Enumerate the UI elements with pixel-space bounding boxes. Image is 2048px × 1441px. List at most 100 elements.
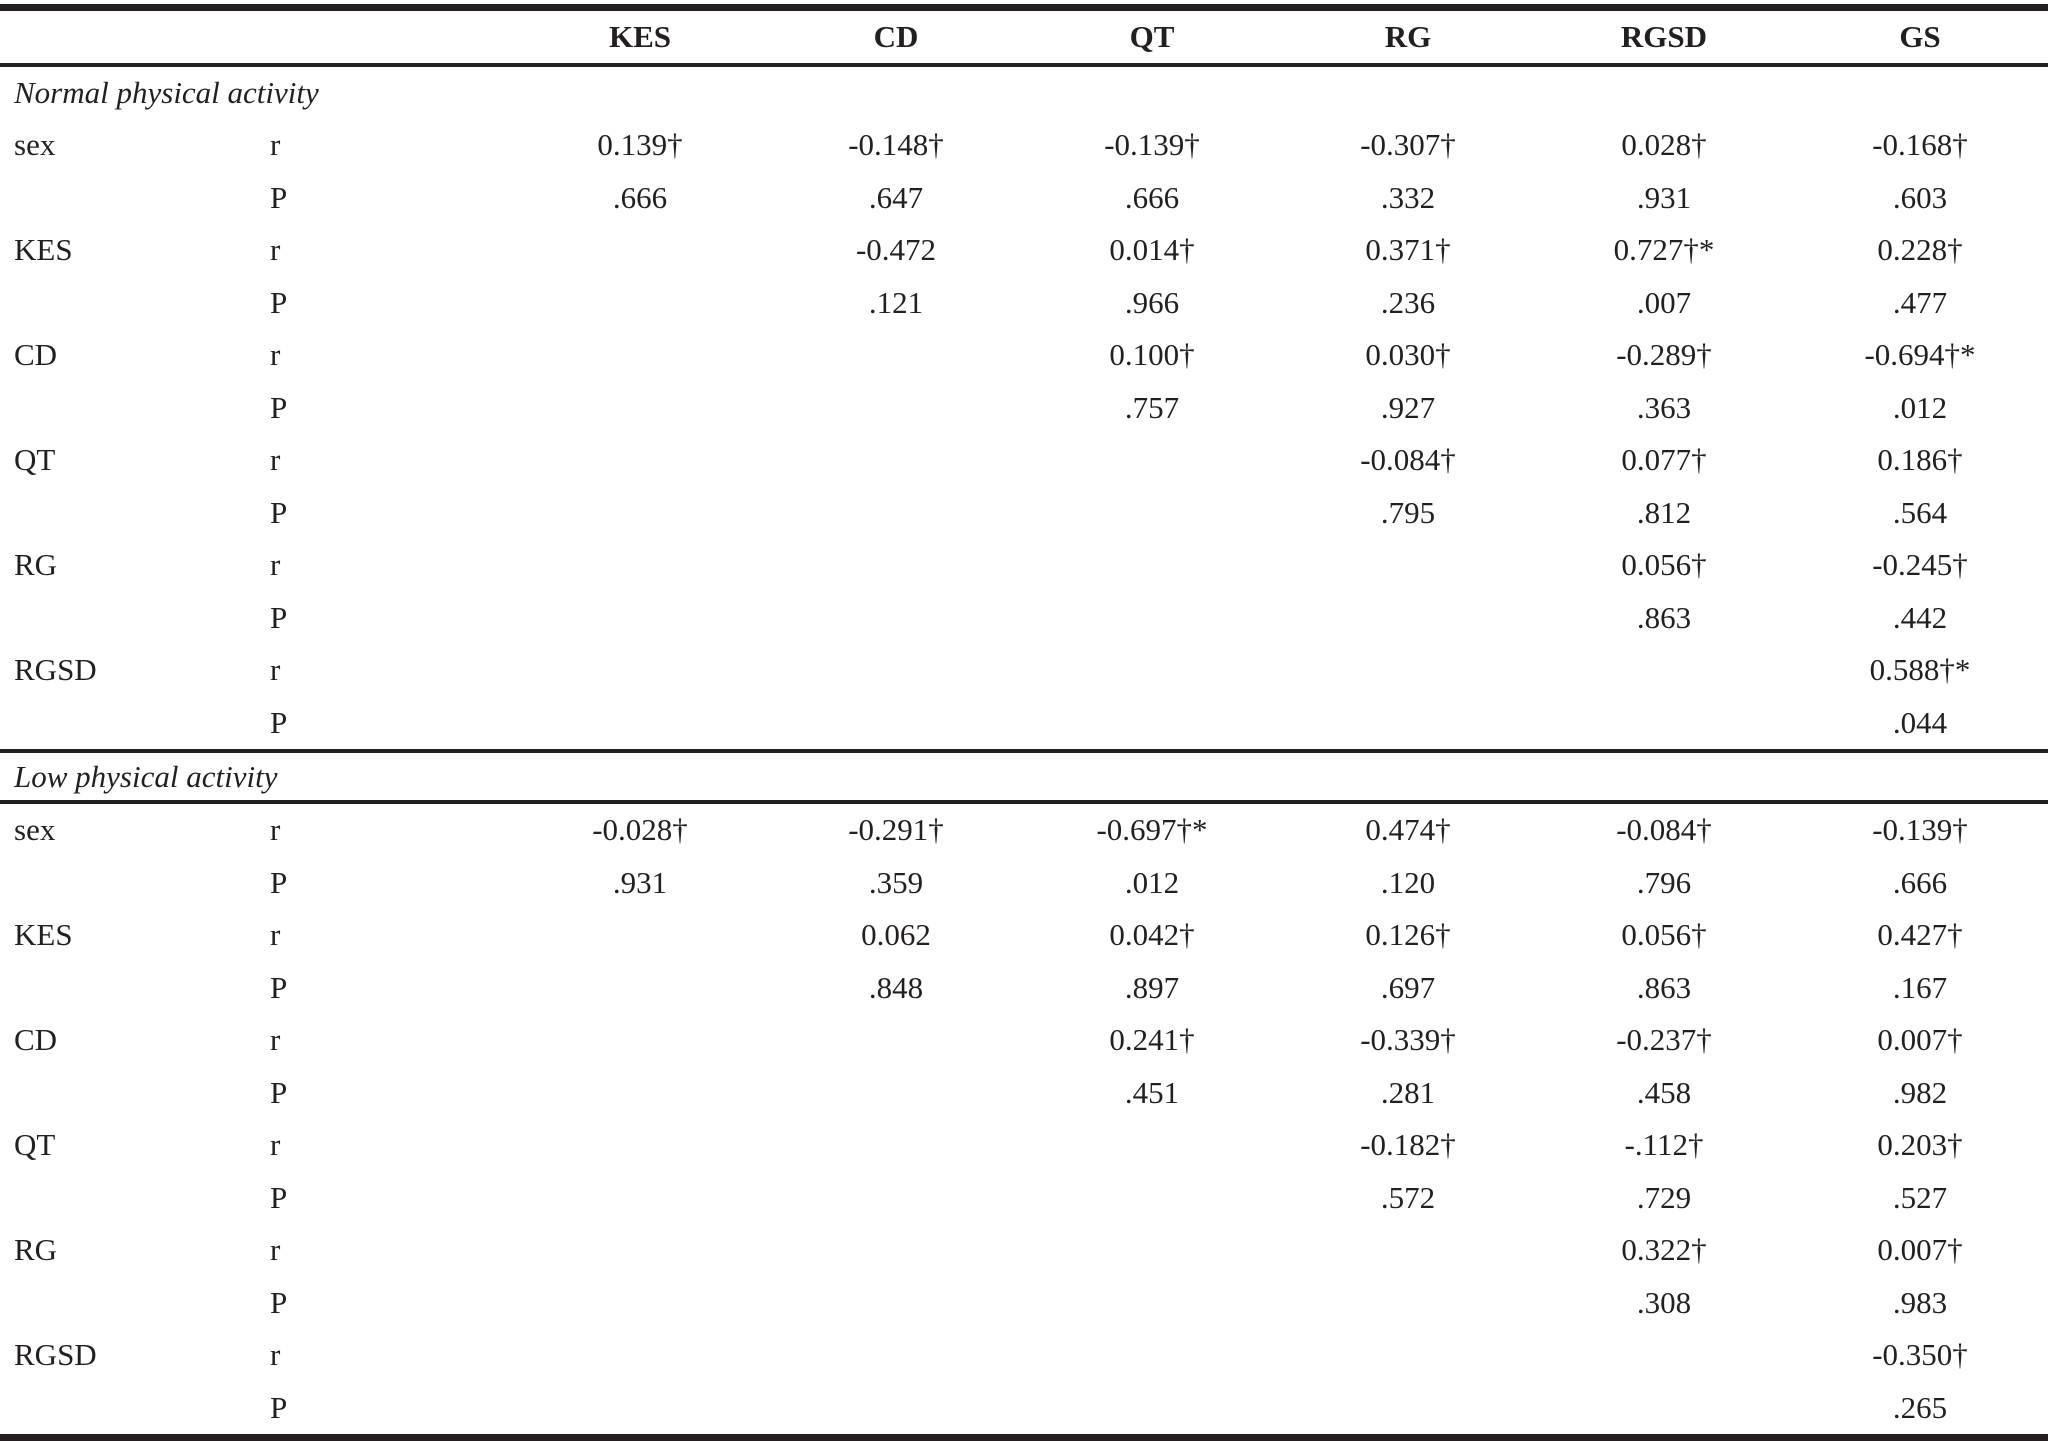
table-cell: .265 <box>1792 1381 2048 1441</box>
table-cell: 0.056† <box>1621 547 1707 583</box>
table-cell: -0.697†* <box>1096 812 1208 848</box>
header-cell-statistic <box>256 4 512 67</box>
table-cell: .931 <box>1636 179 1692 215</box>
row-variable-label <box>0 697 256 752</box>
header-row: KES CD QT RG RGSD GS <box>0 4 2048 67</box>
table-cell: 0.126† <box>1365 917 1451 953</box>
table-row: sex r -0.028† -0.291† -0.697†* 0.474† -0.084† -… <box>0 802 2048 857</box>
table-cell <box>1024 1381 1280 1441</box>
table-cell: .308 <box>1636 1284 1692 1320</box>
table-row: P .757 .927 .363 .012 <box>0 382 2048 435</box>
table-cell <box>512 329 768 382</box>
table-cell <box>768 644 1024 697</box>
header-cell-kes: KES <box>512 4 768 67</box>
table-cell: .982 <box>1892 1074 1948 1110</box>
table-cell: 0.007† <box>1877 1232 1963 1268</box>
table-cell <box>1280 592 1536 645</box>
row-statistic-label: P <box>270 1074 288 1110</box>
row-variable-label: RG <box>14 1232 58 1268</box>
table-cell <box>512 224 768 277</box>
row-statistic-label: r <box>270 232 281 268</box>
table-cell: 0.427† <box>1877 917 1963 953</box>
table-cell <box>1024 1224 1280 1277</box>
table-cell <box>512 1119 768 1172</box>
row-statistic-label: r <box>270 442 281 478</box>
table-cell <box>512 962 768 1015</box>
table-cell: .697 <box>1380 969 1436 1005</box>
table-cell: -0.291† <box>848 812 944 848</box>
table-cell: 0.100† <box>1109 337 1195 373</box>
table-row: P .572 .729 .527 <box>0 1172 2048 1225</box>
row-variable-label <box>0 277 256 330</box>
table-cell: .966 <box>1124 284 1180 320</box>
row-statistic-label: P <box>270 1284 288 1320</box>
table-cell: 0.007† <box>1877 1022 1963 1058</box>
table-row: QT r -0.084† 0.077† 0.186† <box>0 434 2048 487</box>
table-cell: .477 <box>1892 284 1948 320</box>
row-variable-label: RG <box>14 547 58 583</box>
table-cell <box>1024 1329 1280 1382</box>
table-cell: 0.139† <box>597 127 683 163</box>
row-variable-label: RGSD <box>14 652 97 688</box>
table-cell: .012 <box>1892 389 1948 425</box>
table-cell <box>768 1172 1024 1225</box>
row-variable-label <box>0 487 256 540</box>
table-cell <box>1024 487 1280 540</box>
table-cell <box>768 592 1024 645</box>
table-cell: .897 <box>1124 969 1180 1005</box>
table-cell <box>512 382 768 435</box>
table-cell: -0.339† <box>1360 1022 1456 1058</box>
table-cell <box>768 697 1024 752</box>
table-cell: 0.062 <box>861 917 931 953</box>
table-cell: .863 <box>1636 969 1692 1005</box>
table-cell: 0.042† <box>1109 917 1195 953</box>
table-cell: .359 <box>868 864 924 900</box>
row-variable-label: CD <box>14 337 58 373</box>
table-cell <box>1024 434 1280 487</box>
table-cell <box>512 909 768 962</box>
header-cell-qt: QT <box>1024 4 1280 67</box>
row-variable-label <box>0 1381 256 1441</box>
row-variable-label: KES <box>14 232 73 268</box>
table-cell: .332 <box>1380 179 1436 215</box>
row-statistic-label: r <box>270 1127 281 1163</box>
section-title: Low physical activity <box>0 749 2048 804</box>
table-cell: -0.028† <box>592 812 688 848</box>
table-row: sex r 0.139† -0.148† -0.139† -0.307† 0.028† -0.… <box>0 119 2048 172</box>
row-statistic-label: P <box>270 1179 288 1215</box>
table-row: P .666 .647 .666 .332 .931 .603 <box>0 172 2048 225</box>
row-statistic-label: P <box>256 1381 512 1441</box>
table-cell: 0.028† <box>1621 127 1707 163</box>
table-cell <box>768 1067 1024 1120</box>
table-cell <box>1024 539 1280 592</box>
row-statistic-label: r <box>270 652 281 688</box>
row-variable-label: CD <box>14 1022 58 1058</box>
table-cell: .167 <box>1892 969 1948 1005</box>
header-cell-rg: RG <box>1280 4 1536 67</box>
table-row: KES r -0.472 0.014† 0.371† 0.727†* 0.228† <box>0 224 2048 277</box>
section-header-row: Low physical activity <box>0 749 2048 804</box>
table-row: P .931 .359 .012 .120 .796 .666 <box>0 857 2048 910</box>
table-cell: -0.694†* <box>1864 337 1976 373</box>
table-row: P .265 <box>0 1381 2048 1441</box>
table-cell: .666 <box>1124 179 1180 215</box>
table-cell <box>512 644 768 697</box>
table-cell: .363 <box>1636 389 1692 425</box>
table-cell <box>1024 1172 1280 1225</box>
table-cell: .796 <box>1636 864 1692 900</box>
table-cell <box>768 1381 1024 1441</box>
table-cell: 0.186† <box>1877 442 1963 478</box>
row-variable-label <box>0 1172 256 1225</box>
table-cell <box>1024 644 1280 697</box>
row-statistic-label: r <box>270 1337 281 1373</box>
table-row: RG r 0.056† -0.245† <box>0 539 2048 592</box>
row-statistic-label: P <box>270 494 288 530</box>
table-cell <box>512 434 768 487</box>
table-cell <box>512 1014 768 1067</box>
table-cell: 0.588†* <box>1869 652 1971 688</box>
table-cell: .121 <box>868 284 924 320</box>
row-variable-label: sex <box>14 812 56 848</box>
table-cell: .812 <box>1636 494 1692 530</box>
row-statistic-label: P <box>270 969 288 1005</box>
table-cell <box>1280 1277 1536 1330</box>
